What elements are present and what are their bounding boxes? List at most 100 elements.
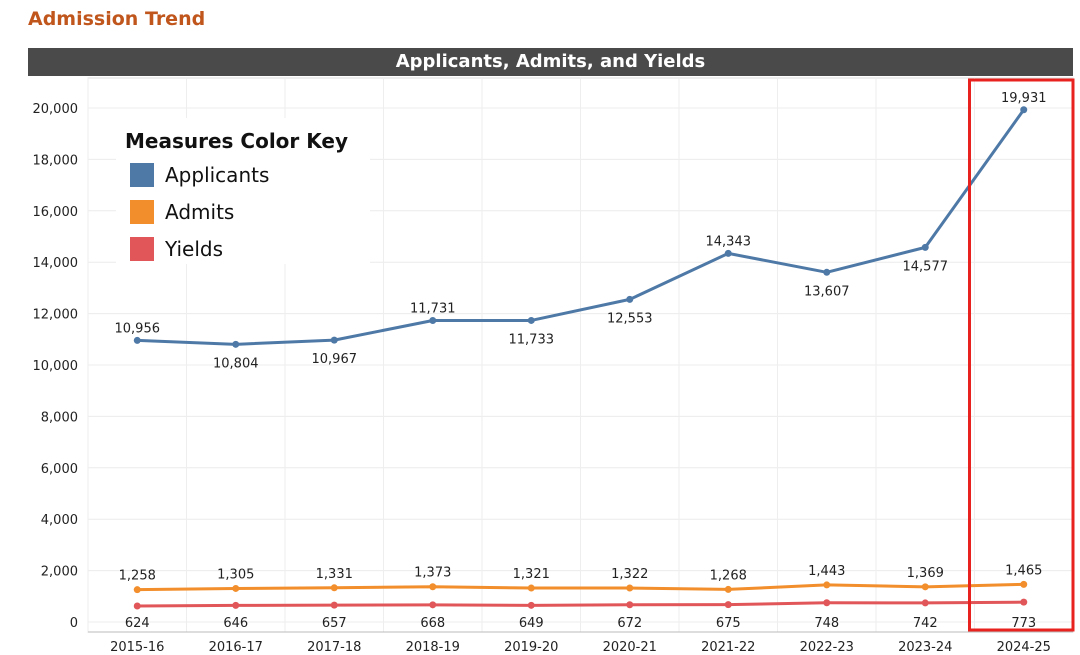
data-point-admits [1020,580,1028,588]
data-label-yields: 646 [223,616,248,631]
data-point-yields [626,601,634,609]
data-label-admits: 1,305 [217,567,254,582]
data-point-applicants [330,336,338,344]
data-point-admits [133,586,141,594]
highlight-layer [968,78,1075,632]
data-label-admits: 1,322 [611,567,648,582]
x-tick-label: 2023-24 [898,640,952,655]
data-label-admits: 1,373 [414,566,451,581]
data-point-admits [330,584,338,592]
data-point-yields [823,599,831,607]
data-label-yields: 742 [913,616,938,631]
data-point-yields [330,601,338,609]
data-label-applicants: 13,607 [804,284,850,299]
data-point-yields [1020,598,1028,606]
data-label-admits: 1,331 [316,567,353,582]
x-tick-label: 2024-25 [997,640,1051,655]
series-line-admits [137,582,1024,592]
data-label-yields: 672 [617,616,642,631]
data-point-applicants [724,249,732,257]
data-label-admits: 1,321 [513,567,550,582]
data-point-applicants [1020,106,1028,114]
page-title: Admission Trend [28,8,206,30]
x-tick-label: 2016-17 [209,640,263,655]
data-label-yields: 624 [125,616,150,631]
data-label-applicants: 10,804 [213,356,259,371]
y-tick-label: 18,000 [33,153,79,168]
data-point-applicants [133,336,141,344]
data-point-yields [429,601,437,609]
legend-swatch-admits [130,200,154,224]
data-point-admits [724,585,732,593]
chart-title: Applicants, Admits, and Yields [28,48,1073,76]
axis-layer: 0 2,000 4,000 6,000 8,000 10,000 12,000 14,000 1… [33,102,1073,655]
y-tick-label: 8,000 [41,410,78,425]
data-label-admits: 1,258 [119,569,156,584]
y-tick-label: 16,000 [33,205,79,220]
data-label-yields: 668 [420,616,445,631]
series-line-applicants [137,108,1025,346]
data-label-applicants: 14,343 [706,234,752,249]
data-label-admits: 1,465 [1005,563,1042,578]
x-tick-label: 2015-16 [110,640,164,655]
y-tick-label: 14,000 [33,256,79,271]
data-point-admits [626,584,634,592]
y-tick-label: 4,000 [41,513,78,528]
legend: Measures Color Key Applicants Admits Yields [116,118,370,264]
x-tick-label: 2017-18 [307,640,361,655]
highlight-box [968,78,1075,632]
data-point-yields [724,601,732,609]
data-point-yields [527,601,535,609]
series-line-yields [137,600,1024,608]
data-point-applicants [626,295,634,303]
data-point-admits [527,584,535,592]
data-label-applicants: 10,956 [115,321,161,336]
data-label-admits: 1,268 [710,568,747,583]
legend-swatch-applicants [130,163,154,187]
y-tick-label: 2,000 [41,565,78,580]
data-label-yields: 675 [716,616,741,631]
data-label-applicants: 19,931 [1001,91,1047,106]
x-tick-label: 2022-23 [800,640,854,655]
data-label-yields: 657 [322,616,347,631]
data-point-yields [921,599,929,607]
legend-background [116,118,370,264]
data-label-admits: 1,369 [907,566,944,581]
x-tick-label: 2018-19 [406,640,460,655]
data-label-yields: 649 [519,616,544,631]
legend-label-applicants: Applicants [165,163,269,187]
data-point-admits [429,583,437,591]
data-point-applicants [921,243,929,251]
data-label-applicants: 12,553 [607,311,653,326]
y-tick-label: 20,000 [33,102,79,117]
data-point-admits [823,581,831,589]
data-label-yields: 748 [814,616,839,631]
data-label-applicants: 11,733 [509,332,555,347]
x-tick-label: 2020-21 [603,640,657,655]
x-tick-label: 2021-22 [701,640,755,655]
legend-label-yields: Yields [164,237,223,261]
y-tick-label: 0 [70,616,78,631]
data-label-admits: 1,443 [808,564,845,579]
legend-title: Measures Color Key [125,129,348,153]
data-label-applicants: 10,967 [312,352,358,367]
data-label-applicants: 11,731 [410,302,456,317]
data-point-applicants [527,316,535,324]
data-point-yields [133,602,141,610]
y-tick-label: 10,000 [33,359,79,374]
data-label-layer: 10,956 10,804 10,967 11,731 11,733 12,553 14,3… [115,91,1047,631]
data-point-applicants [232,340,240,348]
y-tick-label: 6,000 [41,462,78,477]
data-label-yields: 773 [1011,616,1036,631]
data-point-applicants [823,268,831,276]
y-tick-label: 12,000 [33,308,79,323]
data-point-applicants [429,317,437,325]
legend-label-admits: Admits [165,200,234,224]
series-layer [133,106,1028,610]
data-point-admits [921,583,929,591]
data-label-applicants: 14,577 [903,259,949,274]
x-tick-label: 2019-20 [504,640,558,655]
data-point-yields [232,601,240,609]
legend-swatch-yields [130,237,154,261]
